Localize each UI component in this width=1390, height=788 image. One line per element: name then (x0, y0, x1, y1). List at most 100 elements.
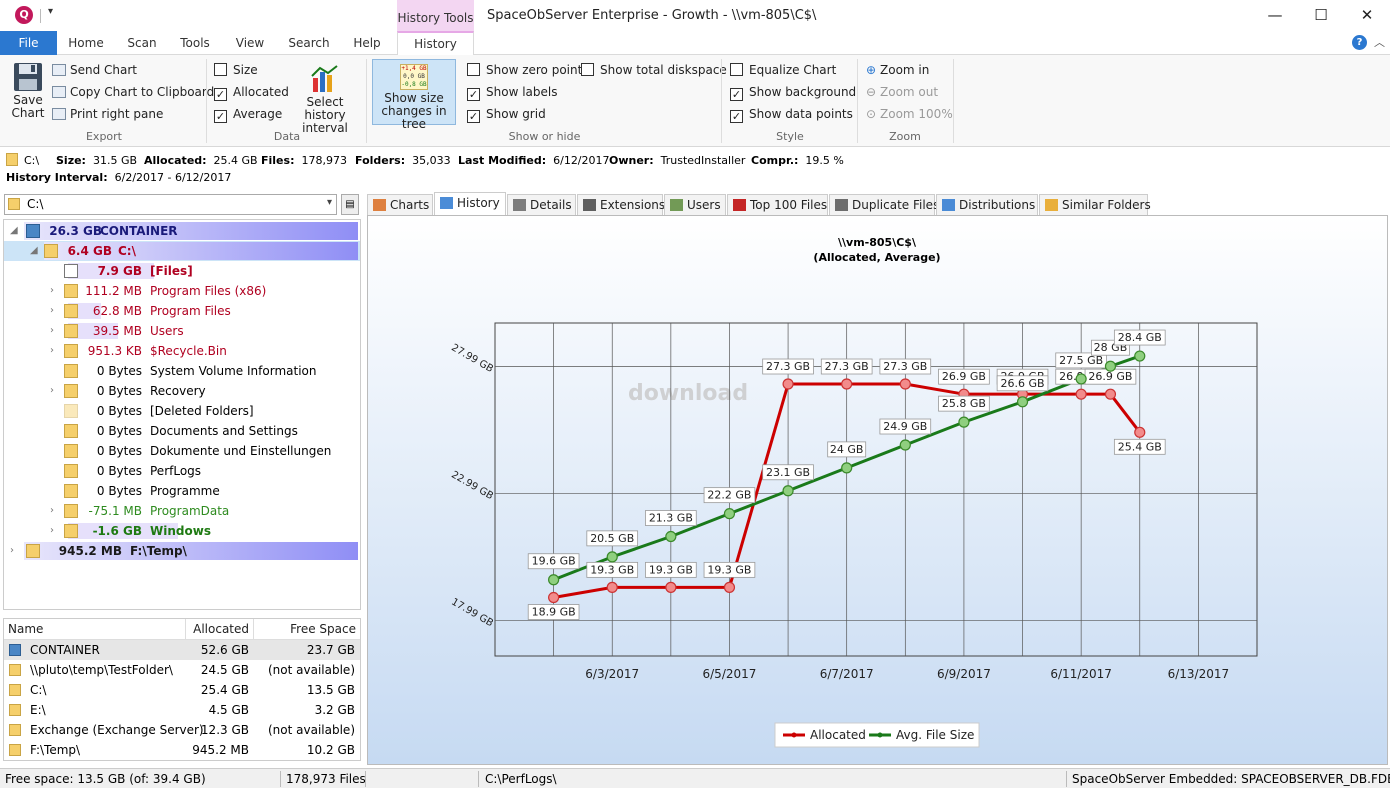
tab-file[interactable]: File (0, 31, 57, 55)
tree-row[interactable]: 0 Bytes [Deleted Folders] (4, 401, 360, 421)
tab-duplicate-files[interactable]: Duplicate Files (829, 194, 939, 215)
tree-row[interactable]: 0 Bytes PerfLogs (4, 461, 360, 481)
expand-arrow-icon[interactable]: › (50, 505, 54, 516)
zoom-out-button[interactable]: ⊖ Zoom out (866, 84, 938, 100)
tree-row[interactable]: 0 Bytes Programme (4, 481, 360, 501)
clipboard-icon (52, 86, 66, 98)
data-label-box (703, 487, 756, 504)
copy-chart-label: Copy Chart to Clipboard (70, 85, 215, 99)
tree-size: 951.3 KB (87, 344, 142, 358)
tree-row[interactable]: 0 Bytes Dokumente und Einstellungen (4, 441, 360, 461)
tree-name: Users (150, 324, 184, 338)
tab-history[interactable]: History (397, 31, 474, 56)
tree-row[interactable]: › -1.6 GB Windows (4, 521, 360, 541)
print-pane-button[interactable]: Print right pane (52, 106, 163, 122)
tree-size: 62.8 MB (92, 304, 142, 318)
data-label: 26.9 GB (942, 370, 986, 383)
help-icon[interactable]: ? (1352, 35, 1367, 50)
tree-row[interactable]: › 0 Bytes Recovery (4, 381, 360, 401)
show-zero-point-checkbox[interactable]: Show zero point (467, 62, 582, 78)
qat-dropdown-icon[interactable]: ▾ (48, 6, 54, 17)
ribbon-separator (721, 59, 722, 143)
send-chart-button[interactable]: Send Chart (52, 62, 137, 78)
tab-tools[interactable]: Tools (180, 36, 210, 50)
expand-arrow-icon[interactable]: › (50, 325, 54, 336)
path-combobox[interactable]: C:\ ▾ (4, 194, 337, 215)
size-checkbox[interactable]: Size (214, 62, 258, 78)
column-header-name[interactable]: Name (4, 619, 186, 640)
maximize-button[interactable]: ☐ (1314, 6, 1328, 24)
show-size-changes-button[interactable]: +1,4 GB 0,0 GB -0,8 GB Show size changes… (372, 59, 456, 131)
tab-home[interactable]: Home (68, 36, 104, 50)
list-row[interactable]: Exchange (Exchange Server) 12.3 GB (not av… (4, 720, 360, 740)
tree-row[interactable]: › 951.3 KB $Recycle.Bin (4, 341, 360, 361)
tab-details[interactable]: Details (507, 194, 576, 215)
ribbon-collapse-icon[interactable]: ︿ (1374, 36, 1385, 49)
browse-folder-button[interactable]: ▤ (341, 194, 359, 215)
show-size-changes-label: Show size changes in tree (381, 91, 447, 131)
tab-help[interactable]: Help (353, 36, 381, 50)
collapse-arrow-icon[interactable]: ◢ (30, 245, 38, 256)
charts-icon (373, 199, 386, 211)
tree-row[interactable]: › 62.8 MB Program Files (4, 301, 360, 321)
show-total-diskspace-checkbox[interactable]: Show total diskspace (581, 62, 727, 78)
tab-users[interactable]: Users (664, 194, 726, 215)
expand-arrow-icon[interactable]: › (50, 345, 54, 356)
expand-arrow-icon[interactable]: › (50, 305, 54, 316)
chart-series: 18.9 GB 19.3 GB 19.3 GB 19.3 GB 27.3 GB 27.3 … (527, 329, 1166, 620)
tree-row[interactable]: › -75.1 MB ProgramData (4, 501, 360, 521)
expand-arrow-icon[interactable]: › (50, 385, 54, 396)
tab-charts[interactable]: Charts (367, 194, 433, 215)
tree-row[interactable]: › 111.2 MB Program Files (x86) (4, 281, 360, 301)
expand-arrow-icon[interactable]: › (50, 525, 54, 536)
show-background-checkbox[interactable]: ✓ Show background (730, 84, 856, 101)
tree-name: C:\ (118, 244, 136, 258)
zoom-in-button[interactable]: ⊕ Zoom in (866, 62, 929, 78)
allocated-checkbox[interactable]: ✓ Allocated (214, 84, 289, 101)
folder-icon (9, 684, 21, 696)
list-row[interactable]: F:\Temp\ 945.2 MB 10.2 GB (4, 740, 360, 760)
tab-extensions[interactable]: Extensions (577, 194, 665, 215)
show-grid-checkbox[interactable]: ✓ Show grid (467, 106, 546, 123)
minimize-button[interactable]: — (1267, 6, 1283, 24)
copy-chart-button[interactable]: Copy Chart to Clipboard (52, 84, 214, 100)
tree-row[interactable]: ◢ 6.4 GB C:\ (4, 241, 360, 261)
save-chart-button[interactable]: Save Chart (6, 62, 50, 120)
zoom-out-label: Zoom out (880, 85, 939, 99)
close-button[interactable]: ✕ (1360, 6, 1374, 24)
tab-top-100-files[interactable]: Top 100 Files (727, 194, 828, 215)
tab-history[interactable]: History (434, 192, 506, 216)
folder-icon (64, 524, 78, 538)
show-data-points-checkbox[interactable]: ✓ Show data points (730, 106, 853, 123)
expand-arrow-icon[interactable]: › (10, 545, 14, 556)
list-row[interactable]: \\pluto\temp\TestFolder\ 24.5 GB (not avai… (4, 660, 360, 680)
zoom-100-button[interactable]: ⊙ Zoom 100% (866, 106, 953, 122)
expand-arrow-icon[interactable]: › (50, 285, 54, 296)
tab-search[interactable]: Search (288, 36, 330, 50)
show-labels-checkbox[interactable]: ✓ Show labels (467, 84, 557, 101)
select-interval-button[interactable]: Select history interval (288, 64, 362, 135)
folder-tree[interactable]: ◢ 26.3 GB CONTAINER ◢ 6.4 GB C:\ 7.9 GB [Files]… (3, 219, 361, 610)
column-header-free-space[interactable]: Free Space (254, 619, 360, 640)
average-checkbox[interactable]: ✓ Average (214, 106, 282, 123)
tab-distributions[interactable]: Distributions (936, 194, 1038, 215)
tree-row[interactable]: › 39.5 MB Users (4, 321, 360, 341)
tree-row[interactable]: 0 Bytes Documents and Settings (4, 421, 360, 441)
data-label: 24 GB (830, 443, 864, 456)
tree-row[interactable]: › 945.2 MB F:\Temp\ (4, 541, 360, 561)
column-header-allocated[interactable]: Allocated (186, 619, 254, 640)
list-row[interactable]: C:\ 25.4 GB 13.5 GB (4, 680, 360, 700)
tab-view[interactable]: View (235, 36, 265, 50)
tab-scan[interactable]: Scan (127, 36, 157, 50)
app-logo-icon[interactable]: Q (15, 6, 33, 24)
list-row[interactable]: CONTAINER 52.6 GB 23.7 GB (4, 640, 360, 660)
tree-row[interactable]: ◢ 26.3 GB CONTAINER (4, 221, 360, 241)
equalize-chart-checkbox[interactable]: Equalize Chart (730, 62, 836, 78)
list-row[interactable]: E:\ 4.5 GB 3.2 GB (4, 700, 360, 720)
tab-similar-folders[interactable]: Similar Folders (1039, 194, 1151, 215)
info-size-value: 31.5 GB (92, 154, 138, 167)
tree-row[interactable]: 0 Bytes System Volume Information (4, 361, 360, 381)
send-chart-label: Send Chart (70, 63, 138, 77)
collapse-arrow-icon[interactable]: ◢ (10, 225, 18, 236)
tree-row[interactable]: 7.9 GB [Files] (4, 261, 360, 281)
